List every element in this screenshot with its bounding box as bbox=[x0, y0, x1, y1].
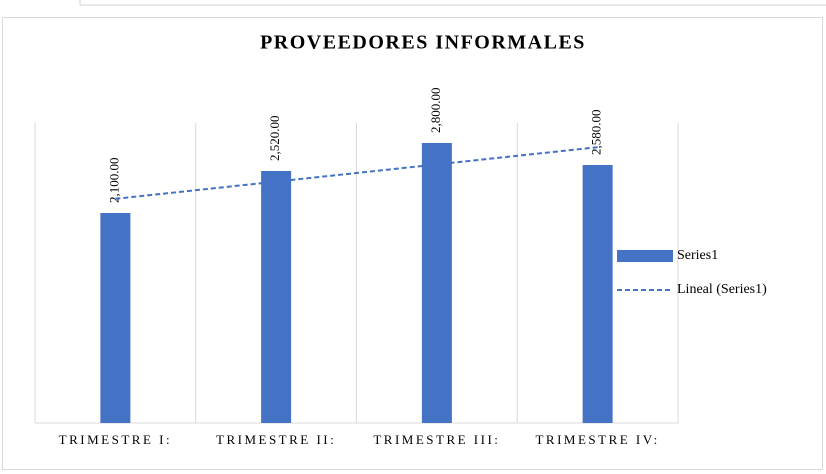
bar bbox=[261, 171, 292, 423]
data-label: 2,100.00 bbox=[106, 158, 121, 204]
x-tick-label: TRIMESTRE IV: bbox=[535, 432, 659, 447]
trendline bbox=[115, 146, 598, 200]
bar bbox=[100, 213, 131, 423]
chart-title: PROVEEDORES INFORMALES bbox=[260, 32, 586, 54]
x-tick-label: TRIMESTRE II: bbox=[216, 432, 336, 447]
chart-border bbox=[2, 17, 823, 470]
x-tick-label: TRIMESTRE III: bbox=[373, 432, 500, 447]
bar bbox=[421, 143, 452, 423]
bar bbox=[582, 165, 613, 423]
x-tick-label: TRIMESTRE I: bbox=[59, 432, 172, 447]
legend-swatch bbox=[617, 250, 673, 262]
legend-label: Series1 bbox=[677, 248, 718, 263]
legend-label: Lineal (Series1) bbox=[677, 282, 767, 297]
data-label: 2,800.00 bbox=[428, 88, 443, 134]
data-label: 2,520.00 bbox=[267, 116, 282, 162]
data-label: 2,580.00 bbox=[589, 110, 604, 156]
